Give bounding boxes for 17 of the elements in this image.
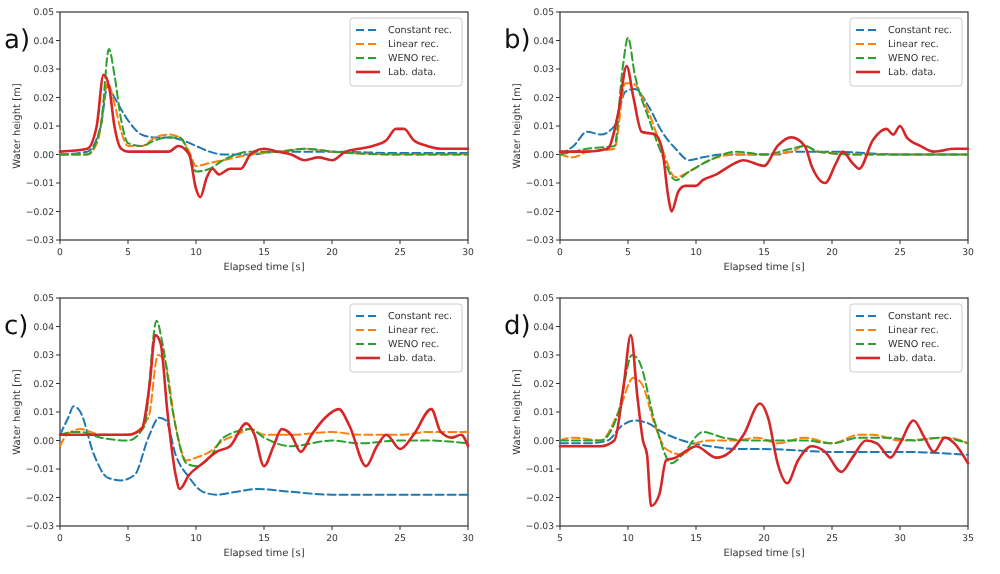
text: a) <box>4 26 31 56</box>
text: d) <box>504 312 531 342</box>
line-series <box>558 333 970 508</box>
line-series <box>558 64 970 213</box>
line-series <box>559 36 969 182</box>
line-series <box>58 333 470 491</box>
line-series <box>59 85 469 156</box>
line-series <box>59 405 469 496</box>
text: c) <box>4 312 29 342</box>
line-series <box>559 419 969 456</box>
line-series <box>59 354 469 462</box>
line-series <box>58 73 470 199</box>
line-series <box>559 376 969 456</box>
line-series <box>559 354 969 465</box>
line-series <box>59 319 469 468</box>
line-series <box>59 48 469 173</box>
text: b) <box>504 26 531 56</box>
